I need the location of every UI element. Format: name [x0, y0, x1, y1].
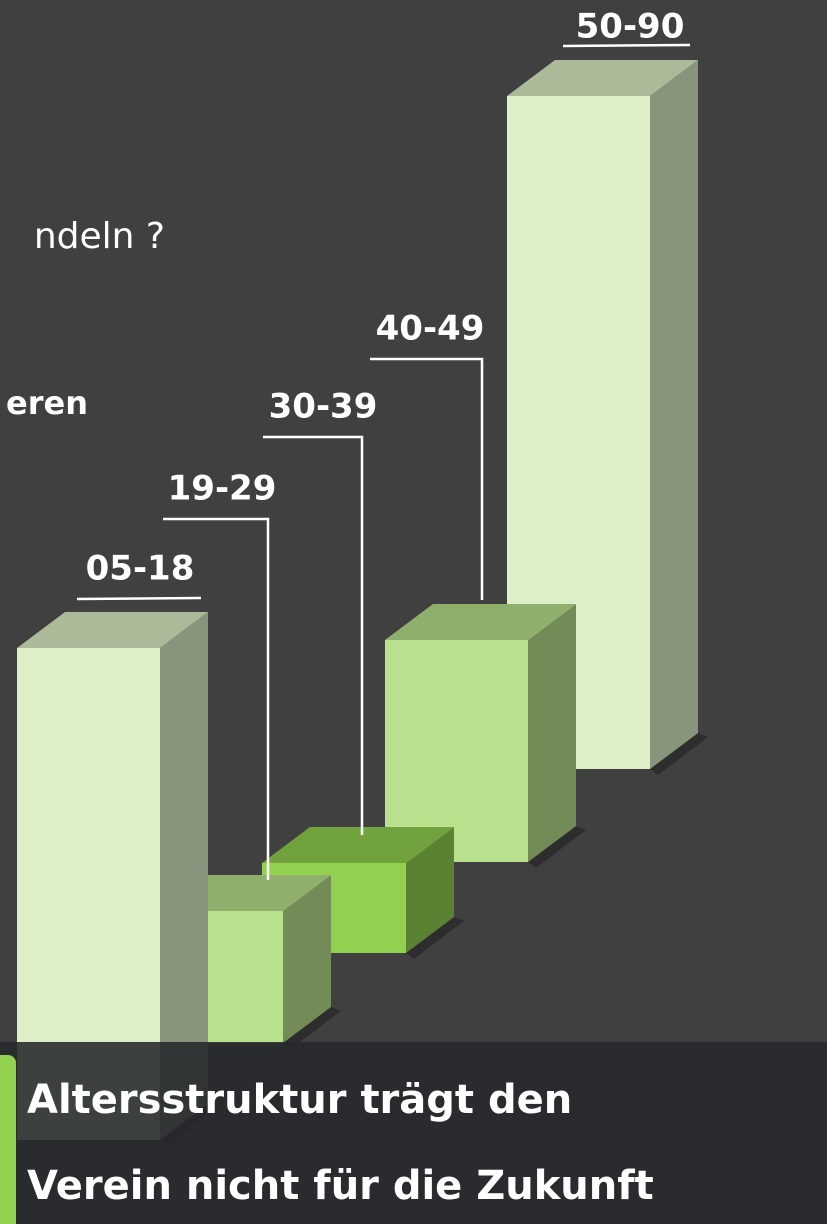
- banner-accent: [0, 1055, 16, 1224]
- bar-side: [406, 827, 454, 953]
- bar-top: [17, 612, 208, 648]
- category-label: 30-39: [269, 387, 378, 427]
- bar-top: [507, 60, 698, 96]
- bar-side: [160, 612, 208, 1140]
- partial-text: eren: [6, 384, 88, 422]
- banner: [0, 1042, 827, 1224]
- category-label: 40-49: [376, 309, 485, 349]
- bar-side: [528, 604, 576, 862]
- bar-shadow: [650, 733, 708, 775]
- leader-line: [263, 435, 364, 835]
- leader-line: [370, 357, 484, 600]
- leader-line: [163, 517, 270, 880]
- category-label: 19-29: [168, 469, 277, 509]
- category-label: 05-18: [86, 549, 195, 589]
- labels: 05-18 19-29 30-39 40-49 50-90: [76, 7, 691, 880]
- bar-shadow: [283, 1007, 341, 1049]
- banner-text: Verein nicht für die Zukunft: [27, 1163, 654, 1209]
- bar-top: [262, 827, 454, 863]
- leader-line: [562, 43, 691, 48]
- banner-text: Altersstruktur trägt den: [27, 1077, 572, 1123]
- bar-side: [283, 875, 331, 1043]
- bar-shadow: [406, 917, 464, 959]
- partial-text: ndeln ?: [34, 216, 165, 257]
- category-label: 50-90: [576, 7, 685, 47]
- leader-line: [76, 596, 202, 601]
- bar: [385, 640, 528, 862]
- bar-top: [385, 604, 576, 640]
- bar-side: [650, 60, 698, 769]
- bars: [17, 60, 708, 1146]
- bar-shadow: [528, 826, 586, 868]
